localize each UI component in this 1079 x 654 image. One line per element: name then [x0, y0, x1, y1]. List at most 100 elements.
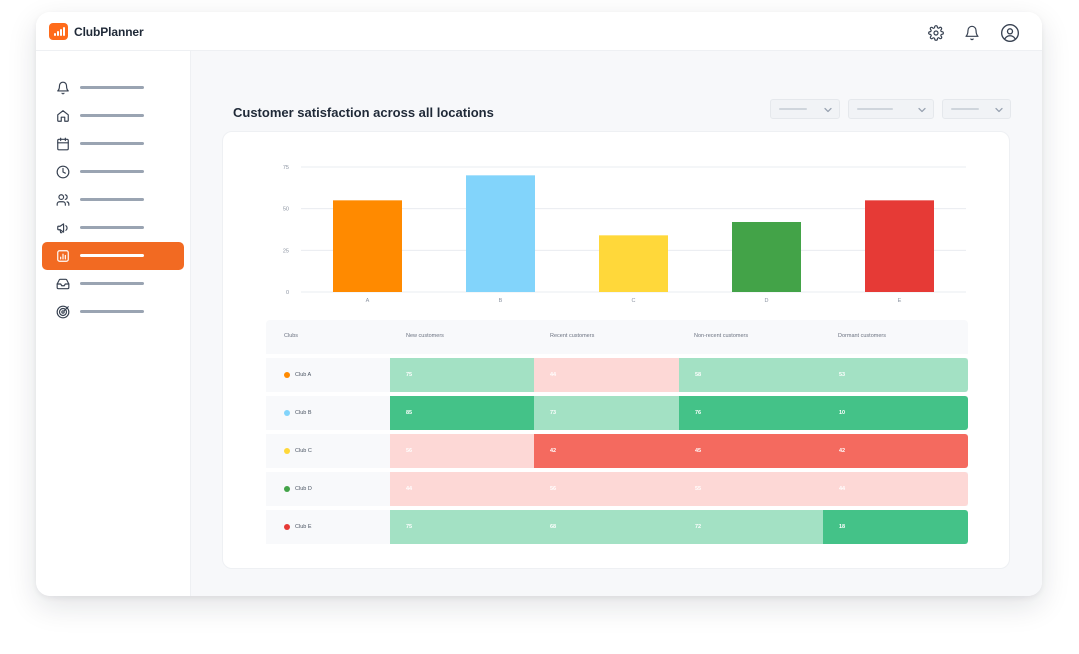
value-cell: 18	[823, 510, 968, 544]
chevron-down-icon	[918, 107, 926, 113]
filter-dropdown-3[interactable]	[942, 99, 1011, 119]
value-cell: 75	[390, 358, 534, 392]
y-tick-label: 0	[286, 290, 289, 296]
filter-placeholder	[951, 108, 979, 110]
table-row: Club C 56 42 45 42	[266, 434, 968, 468]
main-content: Customer satisfaction across all locatio…	[191, 51, 1042, 596]
x-tick-label: E	[898, 298, 902, 304]
club-color-dot	[284, 448, 290, 454]
table-row: Club B 85 73 76 10	[266, 396, 968, 430]
home-icon	[57, 110, 69, 122]
value-cell: 44	[390, 472, 534, 506]
sidebar-item-members[interactable]	[42, 186, 184, 214]
club-name: Club D	[295, 486, 312, 492]
value-cell: 45	[679, 434, 823, 468]
sidebar	[36, 51, 191, 596]
value-cell: 44	[823, 472, 968, 506]
sidebar-item-home[interactable]	[42, 102, 184, 130]
club-color-dot	[284, 486, 290, 492]
value-cell: 42	[823, 434, 968, 468]
club-color-dot	[284, 524, 290, 530]
value-cell: 85	[390, 396, 534, 430]
bar-chart: 0 25 50 75 A B C D E	[283, 165, 966, 304]
club-name: Club A	[295, 372, 312, 378]
club-cell: Club C	[266, 434, 390, 468]
sidebar-item-calendar[interactable]	[42, 130, 184, 158]
sidebar-item-label	[80, 198, 144, 201]
sidebar-item-marketing[interactable]	[42, 214, 184, 242]
sidebar-item-reports[interactable]	[42, 242, 184, 270]
logo[interactable]: ClubPlanner	[49, 23, 144, 40]
filter-placeholder	[857, 108, 893, 110]
row-values: 75 68 72 18	[390, 510, 968, 544]
filter-dropdown-2[interactable]	[848, 99, 934, 119]
row-values: 44 56 55 44	[390, 472, 968, 506]
y-tick-label: 75	[283, 165, 289, 171]
inbox-icon	[56, 278, 70, 290]
bell-icon	[57, 81, 69, 95]
value-cell: 68	[534, 510, 679, 544]
settings-button[interactable]	[928, 25, 944, 41]
top-actions	[928, 23, 1020, 43]
value-cell: 44	[534, 358, 679, 392]
app-name: ClubPlanner	[74, 24, 144, 39]
sidebar-item-label	[80, 282, 144, 285]
bell-icon	[965, 25, 979, 41]
chevron-down-icon	[995, 107, 1003, 113]
profile-button[interactable]	[1000, 23, 1020, 43]
club-name: Club B	[295, 410, 312, 416]
table-row: Club A 75 44 58 53	[266, 358, 968, 392]
row-values: 85 73 76 10	[390, 396, 968, 430]
sidebar-item-history[interactable]	[42, 158, 184, 186]
filter-placeholder	[779, 108, 807, 110]
x-tick-label: B	[499, 298, 503, 304]
report-card: 0 25 50 75 A B C D E Clubs New customers Recent …	[222, 131, 1010, 569]
club-name: Club C	[295, 448, 312, 454]
notifications-button[interactable]	[964, 25, 980, 41]
row-values: 75 44 58 53	[390, 358, 968, 392]
filters	[770, 99, 1011, 119]
x-tick-label: C	[632, 298, 636, 304]
clock-icon	[56, 165, 70, 179]
value-cell: 58	[679, 358, 823, 392]
value-cell: 55	[679, 472, 823, 506]
sidebar-item-notifications[interactable]	[42, 74, 184, 102]
x-tick-label: D	[765, 298, 769, 304]
value-cell: 10	[823, 396, 968, 430]
value-cell: 72	[679, 510, 823, 544]
sidebar-item-label	[80, 170, 144, 173]
sidebar-item-goals[interactable]	[42, 298, 184, 326]
value-cell: 53	[823, 358, 968, 392]
filter-dropdown-1[interactable]	[770, 99, 840, 119]
sidebar-item-label	[80, 254, 144, 257]
column-header-non-recent: Non-recent customers	[694, 333, 749, 339]
club-cell: Club A	[266, 358, 390, 392]
logo-mark-icon	[49, 23, 68, 40]
club-cell: Club B	[266, 396, 390, 430]
bar-d	[732, 222, 801, 292]
table-row: Club E 75 68 72 18	[266, 510, 968, 544]
table-header: Clubs New customers Recent customers Non…	[266, 320, 968, 354]
satisfaction-table: Clubs New customers Recent customers Non…	[266, 320, 968, 544]
value-cell: 73	[534, 396, 679, 430]
sidebar-item-label	[80, 114, 144, 117]
y-tick-label: 25	[283, 248, 289, 254]
y-tick-label: 50	[283, 207, 289, 213]
club-cell: Club E	[266, 510, 390, 544]
top-bar: ClubPlanner	[36, 12, 1042, 51]
sidebar-item-label	[80, 142, 144, 145]
chart-icon	[57, 250, 69, 262]
column-header-recent: Recent customers	[550, 333, 595, 339]
sidebar-item-label	[80, 310, 144, 313]
users-icon	[56, 194, 70, 206]
club-name: Club E	[295, 524, 312, 530]
user-circle-icon	[1001, 24, 1019, 42]
club-cell: Club D	[266, 472, 390, 506]
page-title: Customer satisfaction across all locatio…	[233, 105, 494, 120]
club-color-dot	[284, 410, 290, 416]
row-values: 56 42 45 42	[390, 434, 968, 468]
table-row: Club D 44 56 55 44	[266, 472, 968, 506]
calendar-icon	[57, 137, 69, 151]
club-color-dot	[284, 372, 290, 378]
sidebar-item-inbox[interactable]	[42, 270, 184, 298]
